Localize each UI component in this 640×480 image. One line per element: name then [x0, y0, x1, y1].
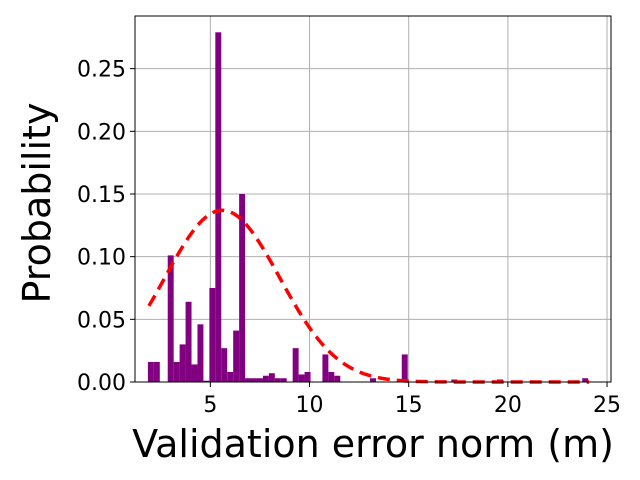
histogram-bar [298, 374, 305, 382]
y-tick-label: 0.15 [77, 183, 126, 208]
histogram-bar [203, 380, 210, 382]
histogram-bar [256, 378, 263, 382]
axis-ticks: 5 10 15 20 25 0.00 0.05 0.10 0.15 0.20 0.25 [77, 58, 621, 418]
y-tick-label: 0.10 [77, 246, 126, 271]
x-tick-label: 10 [296, 393, 324, 418]
histogram-bar [334, 375, 341, 382]
x-tick-label: 25 [593, 393, 621, 418]
histogram-bar [153, 361, 160, 382]
histogram-bar [401, 354, 408, 382]
histogram-bar [322, 354, 329, 382]
histogram-bar [245, 378, 252, 382]
histogram-bar [185, 301, 192, 382]
x-axis-label: Validation error norm (m) [132, 422, 614, 466]
histogram-bar [221, 348, 228, 382]
histogram-bar [582, 378, 589, 382]
histogram-bar [280, 378, 287, 382]
y-tick-label: 0.00 [77, 371, 126, 396]
histogram-bar [370, 378, 376, 382]
histogram-bar [209, 287, 216, 382]
histogram-bar [191, 364, 198, 382]
histogram-bar [328, 371, 335, 382]
histogram-bar [292, 348, 299, 382]
histogram-bar [173, 361, 180, 382]
histogram-bar [251, 378, 257, 382]
x-tick-label: 5 [203, 393, 217, 418]
histogram-bar [227, 371, 234, 382]
histogram-bar [233, 330, 240, 382]
y-tick-label: 0.05 [77, 308, 126, 333]
plot-frame [134, 15, 612, 383]
y-tick-label: 0.25 [77, 58, 126, 83]
histogram-bar [147, 361, 154, 382]
histogram-bar [274, 378, 281, 382]
y-tick-label: 0.20 [77, 120, 126, 145]
histogram-bar [262, 375, 269, 382]
x-tick-label: 15 [395, 393, 423, 418]
histogram-bar [167, 255, 174, 382]
x-tick-label: 20 [494, 393, 522, 418]
histogram-bar [239, 193, 246, 382]
histogram-bar [304, 371, 311, 382]
histogram-bar [179, 344, 186, 382]
histogram-bar [268, 373, 275, 382]
grid-lines [135, 16, 611, 383]
histogram-bar [197, 324, 204, 382]
y-axis-label: Probability [15, 103, 59, 304]
histogram-bar [215, 32, 222, 382]
